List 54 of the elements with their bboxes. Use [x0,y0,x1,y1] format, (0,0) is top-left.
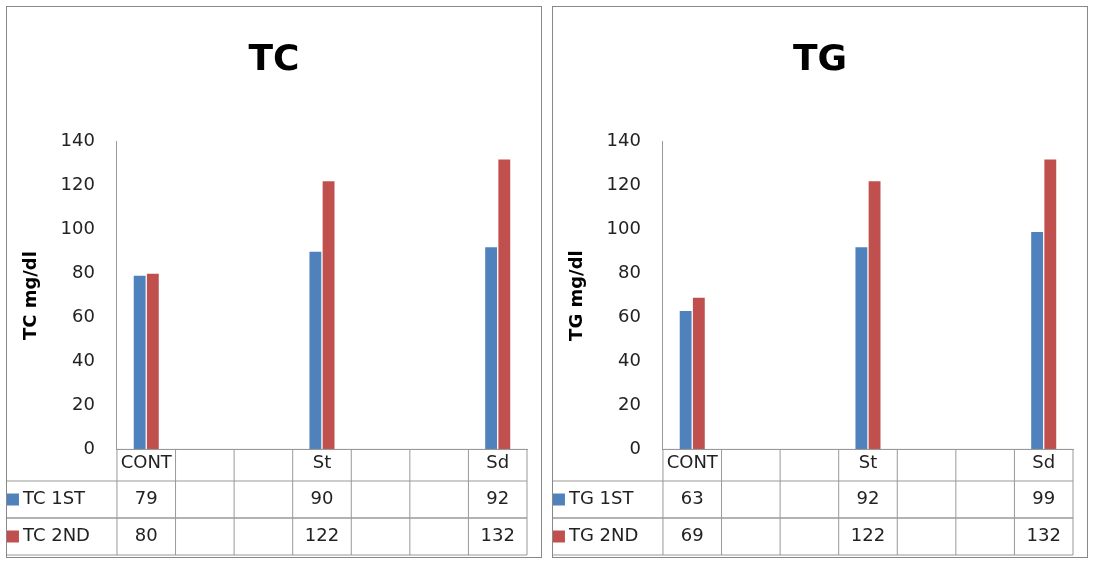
data-label: 92 [486,487,510,509]
y-tick-label: 140 [606,129,641,151]
x-tick-label: St [858,450,878,472]
y-tick-label: 0 [83,437,95,459]
y-tick-label: 100 [606,217,641,239]
bar [1044,159,1057,450]
bar [1031,231,1044,450]
data-label: 132 [1026,524,1061,546]
data-label: 122 [850,524,886,546]
y-tick-label: 60 [72,305,95,327]
y-tick-label: 60 [618,305,641,327]
x-tick-label: CONT [666,450,719,472]
x-tick-label: CONT [120,450,173,472]
y-tick-label: 140 [60,129,95,151]
data-label: 99 [1032,487,1056,509]
bar [498,159,511,450]
data-label: 132 [480,524,515,546]
bar [868,181,881,450]
y-tick-label: 40 [72,349,95,371]
bar [146,273,159,450]
y-axis-title: TC mg/dl [19,251,41,341]
y-tick-label: 100 [60,217,95,239]
y-tick-label: 20 [618,393,641,415]
bar [309,251,322,450]
y-tick-label: 0 [629,437,641,459]
y-tick-label: 80 [618,261,641,283]
data-label: 80 [134,524,158,546]
legend-label: TG 2ND [567,524,639,546]
legend-label: TC 2ND [21,524,90,546]
bar [485,247,498,450]
x-tick-label: Sd [1032,450,1056,472]
y-axis-title: TG mg/dl [565,250,587,341]
data-label: 122 [304,524,340,546]
y-tick-label: 120 [60,173,95,195]
bar [322,181,335,450]
data-label: 63 [680,487,704,509]
chart-title: TC [247,37,301,78]
data-label: 92 [856,487,880,509]
y-tick-label: 80 [72,261,95,283]
y-tick-label: 20 [72,393,95,415]
bar [133,275,146,450]
bar [855,247,868,450]
data-label: 90 [310,487,334,509]
legend-label: TC 1ST [21,487,87,509]
legend-label: TG 1ST [567,487,635,509]
x-tick-label: St [312,450,332,472]
y-tick-label: 120 [606,173,641,195]
y-tick-label: 40 [618,349,641,371]
data-label: 79 [134,487,158,509]
bar [692,297,705,450]
chart-title: TG [791,37,849,78]
x-tick-label: Sd [486,450,510,472]
data-label: 69 [680,524,704,546]
bar [679,310,692,450]
